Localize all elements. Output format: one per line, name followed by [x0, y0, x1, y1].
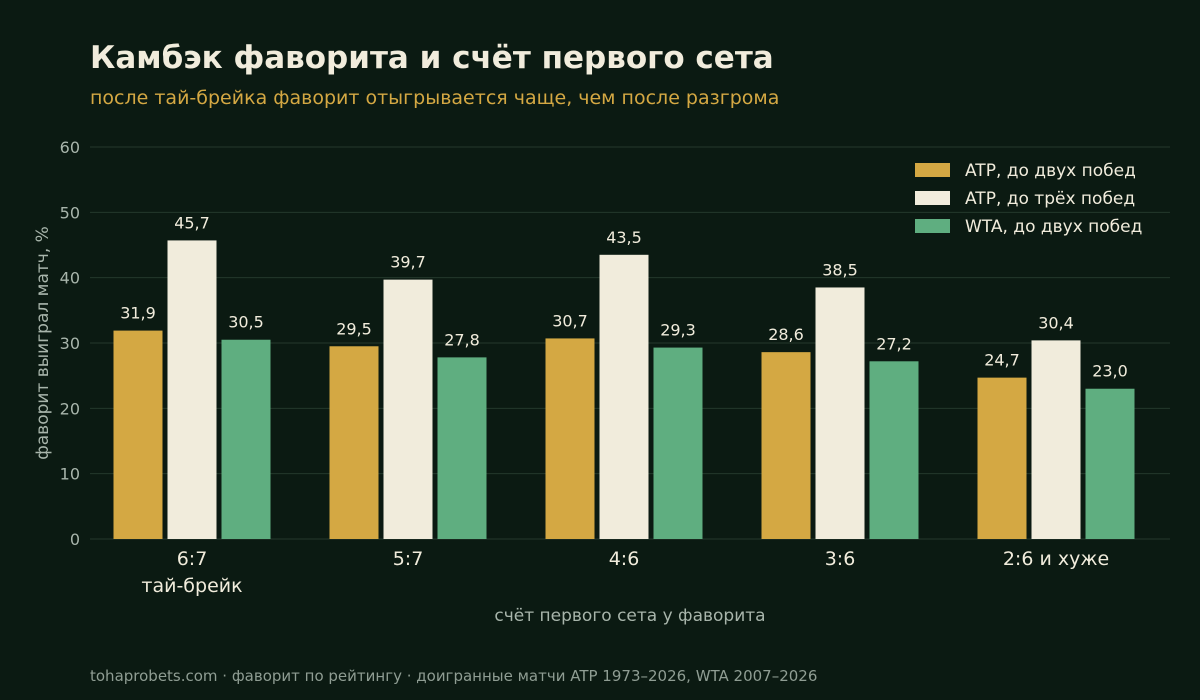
legend-label: ATP, до трёх побед [965, 189, 1135, 209]
bar [167, 240, 217, 539]
bar-value-label: 30,7 [552, 311, 588, 330]
legend-swatch [915, 191, 950, 205]
bar [869, 361, 919, 539]
bar-value-label: 38,5 [822, 260, 858, 279]
source-footnote: tohaprobets.com · фаворит по рейтингу · … [90, 667, 818, 685]
bar [221, 339, 271, 539]
y-tick-label: 10 [60, 465, 80, 484]
bar-value-label: 31,9 [120, 304, 156, 323]
y-tick-label: 30 [60, 334, 80, 353]
bar [1085, 388, 1135, 539]
bar-value-label: 29,5 [336, 319, 372, 338]
bar [329, 346, 379, 539]
legend-swatch [915, 163, 950, 177]
legend: ATP, до двух побед ATP, до трёх побед WTA,… [915, 161, 1142, 237]
chart-title: Камбэк фаворита и счёт первого сета [90, 40, 774, 76]
bar-value-label: 27,8 [444, 330, 480, 349]
bar-value-label: 27,2 [876, 334, 912, 353]
bar [977, 377, 1027, 539]
value-labels: 31,9 45,7 30,5 29,5 39,7 27,8 30,7 43,5 29,3 28,6… [120, 213, 1128, 380]
x-tick-label: 3:6 [825, 548, 856, 570]
axes: 0 10 20 30 40 50 60 6:7 тай-брейк 5:7 4:6 3:6 2:6 и … [33, 138, 1109, 626]
bar [545, 338, 595, 539]
legend-swatch [915, 219, 950, 233]
bar [1031, 340, 1081, 539]
x-tick-label: 6:7 тай-брейк [141, 548, 242, 597]
x-axis-label: счёт первого сета у фаворита [494, 606, 765, 626]
y-tick-label: 0 [70, 530, 80, 549]
bar [761, 352, 811, 539]
y-tick-label: 20 [60, 399, 80, 418]
bars [113, 240, 1135, 540]
chart-subtitle: после тай-брейка фаворит отыгрывается ча… [90, 87, 780, 109]
bar-value-label: 24,7 [984, 351, 1020, 370]
y-tick-label: 40 [60, 269, 80, 288]
bar [653, 347, 703, 539]
bar-value-label: 45,7 [174, 213, 210, 232]
bar [113, 330, 163, 539]
x-tick-label: 4:6 [609, 548, 640, 570]
bar [815, 287, 865, 539]
bar [383, 279, 433, 539]
legend-label: WTA, до двух побед [965, 217, 1142, 237]
y-tick-label: 50 [60, 203, 80, 222]
y-tick-label: 60 [60, 138, 80, 157]
legend-label: ATP, до двух побед [965, 161, 1136, 181]
y-axis-label: фаворит выиграл матч, % [33, 226, 53, 460]
bar-value-label: 23,0 [1092, 362, 1128, 381]
bar-value-label: 30,5 [228, 313, 264, 332]
bar-value-label: 28,6 [768, 325, 804, 344]
bar [599, 254, 649, 540]
bar-value-label: 39,7 [390, 253, 426, 272]
bar-value-label: 29,3 [660, 321, 696, 340]
x-tick-label: 5:7 [393, 548, 424, 570]
x-tick-label: 2:6 и хуже [1003, 548, 1109, 570]
bar [437, 357, 487, 539]
bar-value-label: 43,5 [606, 228, 642, 247]
bar-value-label: 30,4 [1038, 313, 1074, 332]
